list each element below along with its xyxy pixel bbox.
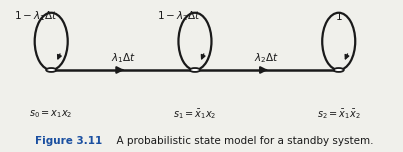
Text: Figure 3.11: Figure 3.11 [35, 136, 102, 146]
Text: $s_0 = x_1x_2$: $s_0 = x_1x_2$ [29, 108, 73, 120]
Circle shape [334, 68, 344, 72]
Text: $1$: $1$ [335, 10, 343, 22]
Circle shape [190, 68, 200, 72]
Circle shape [46, 68, 56, 72]
Text: $\lambda_1 \Delta t$: $\lambda_1 \Delta t$ [110, 51, 135, 65]
Text: $1 - \lambda_2 \Delta t$: $1 - \lambda_2 \Delta t$ [158, 9, 202, 23]
Text: $s_1 = \bar{x}_1x_2$: $s_1 = \bar{x}_1x_2$ [173, 107, 217, 121]
Text: $\lambda_2 \Delta t$: $\lambda_2 \Delta t$ [254, 51, 279, 65]
Text: A probabilistic state model for a standby system.: A probabilistic state model for a standb… [110, 136, 373, 146]
Text: $1 - \lambda_1 \Delta t$: $1 - \lambda_1 \Delta t$ [14, 9, 58, 23]
Text: $s_2 = \bar{x}_1\bar{x}_2$: $s_2 = \bar{x}_1\bar{x}_2$ [317, 107, 361, 121]
